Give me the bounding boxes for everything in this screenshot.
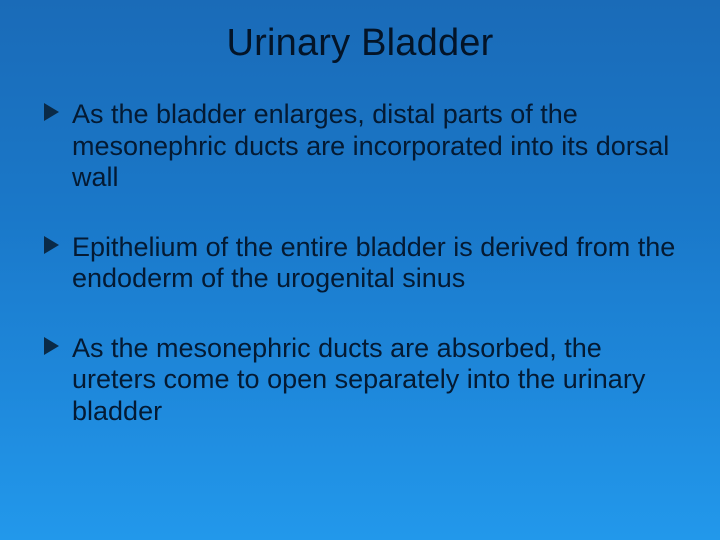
bullet-text: As the bladder enlarges, distal parts of… <box>72 99 669 192</box>
slide-title: Urinary Bladder <box>42 22 678 65</box>
list-item: As the bladder enlarges, distal parts of… <box>42 99 678 194</box>
list-item: Epithelium of the entire bladder is deri… <box>42 232 678 295</box>
triangle-bullet-icon <box>44 337 59 355</box>
slide: Urinary Bladder As the bladder enlarges,… <box>0 0 720 540</box>
bullet-text: As the mesonephric ducts are absorbed, t… <box>72 333 645 426</box>
bullet-text: Epithelium of the entire bladder is deri… <box>72 232 675 294</box>
triangle-bullet-icon <box>44 103 59 121</box>
triangle-bullet-icon <box>44 236 59 254</box>
bullet-list: As the bladder enlarges, distal parts of… <box>42 99 678 428</box>
list-item: As the mesonephric ducts are absorbed, t… <box>42 333 678 428</box>
